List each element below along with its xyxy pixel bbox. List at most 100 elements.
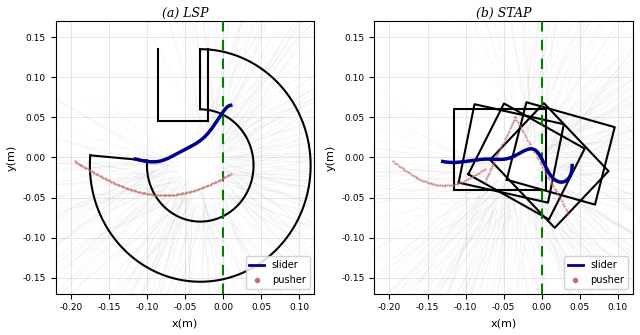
Point — [547, 181, 557, 187]
Point — [550, 186, 560, 192]
Point — [85, 168, 95, 173]
Point — [136, 190, 147, 195]
Point — [122, 186, 132, 191]
Point — [170, 192, 180, 197]
Point — [412, 175, 422, 181]
Point — [459, 178, 469, 184]
Point — [537, 164, 547, 170]
Point — [505, 126, 515, 131]
Point — [219, 175, 229, 180]
Point — [154, 192, 164, 198]
Point — [420, 179, 430, 184]
Point — [195, 186, 205, 191]
Point — [184, 189, 194, 195]
Point — [433, 183, 443, 188]
Point — [75, 162, 85, 167]
Point — [556, 199, 566, 204]
Point — [151, 192, 161, 198]
Point — [105, 179, 115, 184]
Point — [426, 181, 436, 186]
Point — [516, 127, 527, 132]
Point — [492, 152, 502, 158]
Point — [127, 187, 138, 193]
Point — [504, 128, 514, 133]
Point — [206, 181, 216, 187]
Point — [159, 193, 169, 198]
Point — [487, 163, 497, 169]
Point — [124, 186, 134, 192]
Point — [95, 173, 105, 179]
Point — [106, 179, 116, 184]
Point — [93, 172, 103, 178]
Point — [207, 181, 218, 186]
Point — [401, 168, 412, 174]
Point — [531, 152, 541, 157]
Point — [467, 175, 477, 180]
Point — [150, 192, 160, 197]
Point — [440, 183, 451, 188]
Point — [486, 165, 496, 171]
Point — [214, 178, 224, 183]
Point — [481, 175, 492, 180]
Point — [225, 171, 236, 177]
Legend: slider, pusher: slider, pusher — [246, 256, 310, 289]
Point — [489, 159, 499, 164]
Point — [555, 196, 565, 201]
Point — [157, 193, 168, 198]
Point — [223, 173, 233, 178]
Point — [114, 183, 124, 188]
Point — [201, 184, 211, 189]
Point — [525, 142, 535, 147]
Point — [132, 189, 143, 194]
Point — [539, 166, 549, 172]
Point — [396, 164, 406, 170]
Point — [536, 161, 546, 167]
Point — [468, 174, 479, 179]
Point — [479, 166, 490, 172]
Point — [483, 172, 493, 178]
Point — [115, 183, 125, 189]
Point — [450, 182, 460, 187]
Point — [392, 161, 402, 167]
Point — [143, 191, 153, 197]
Point — [416, 177, 426, 183]
Point — [554, 194, 564, 199]
Point — [70, 159, 80, 164]
Point — [152, 192, 163, 198]
Point — [176, 191, 186, 196]
Point — [101, 177, 111, 182]
Point — [548, 184, 559, 189]
Point — [509, 117, 519, 122]
Point — [80, 165, 90, 170]
Point — [506, 124, 516, 129]
Point — [202, 183, 212, 188]
Point — [79, 164, 89, 170]
Point — [113, 182, 123, 187]
Point — [108, 180, 118, 185]
Point — [497, 141, 508, 147]
Point — [121, 185, 131, 191]
Point — [455, 180, 465, 185]
Point — [81, 166, 92, 171]
Point — [204, 183, 214, 188]
Title: (a) LSP: (a) LSP — [162, 7, 208, 20]
Point — [524, 139, 534, 145]
Point — [131, 189, 141, 194]
Point — [494, 148, 504, 153]
Point — [144, 191, 154, 197]
Point — [119, 185, 129, 190]
Point — [477, 168, 488, 173]
Point — [390, 160, 400, 165]
Point — [551, 189, 561, 194]
Point — [431, 182, 441, 188]
Point — [472, 171, 483, 177]
Point — [224, 172, 234, 177]
Point — [102, 177, 113, 183]
Point — [476, 169, 486, 174]
Point — [156, 193, 166, 198]
Y-axis label: y(m): y(m) — [7, 144, 17, 171]
Point — [522, 137, 532, 142]
Point — [407, 172, 417, 177]
Point — [209, 180, 219, 186]
Point — [508, 119, 518, 124]
